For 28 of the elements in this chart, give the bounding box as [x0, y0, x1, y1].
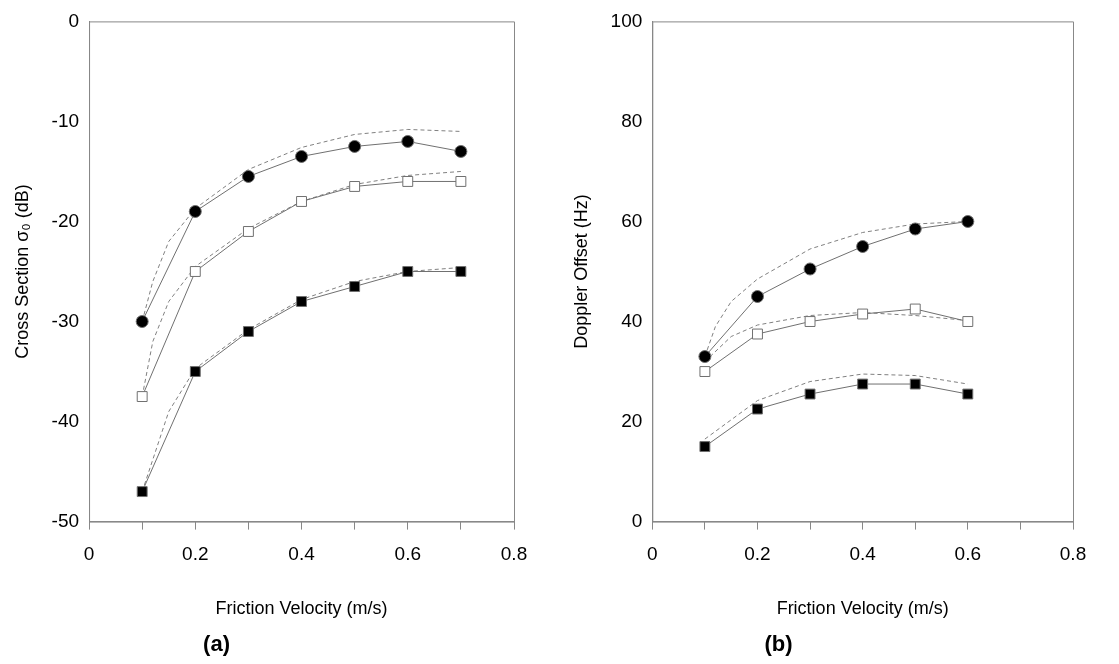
y-tick-label: -50: [51, 509, 80, 531]
y-tick-label: -10: [51, 109, 80, 131]
y-tick-label: -30: [51, 309, 80, 331]
x-tick-label: 0: [83, 543, 95, 565]
x-tick-label: 0: [647, 543, 658, 565]
y-tick-label: -40: [51, 409, 80, 431]
x-axis-title: Friction Velocity (m/s): [215, 598, 388, 619]
y-tick-label: 80: [621, 109, 643, 131]
y-tick-label: 20: [621, 409, 643, 431]
y-axis-title: Cross Section σ₀ (dB): [11, 184, 32, 359]
x-tick-label: 0.4: [849, 543, 877, 565]
x-tick-label: 0.6: [954, 543, 982, 565]
text: (b): [764, 631, 793, 657]
y-tick-label: 60: [621, 209, 643, 231]
x-tick-label: 0.8: [500, 543, 528, 565]
y-tick-label: -20: [51, 209, 80, 231]
y-axis-title: Doppler Offset (Hz): [570, 194, 591, 349]
x-tick-label: 0.8: [1059, 543, 1087, 565]
x-tick-label: 0.6: [394, 543, 421, 565]
y-tick-label: 40: [621, 309, 643, 331]
x-tick-label: 0.2: [744, 543, 771, 565]
y-tick-label: 100: [610, 9, 643, 31]
x-tick-label: 0.4: [288, 543, 316, 565]
y-tick-label: 0: [68, 9, 80, 31]
text: (a): [203, 631, 230, 657]
x-axis-title: Friction Velocity (m/s): [776, 598, 949, 619]
y-tick-label: 0: [631, 509, 643, 531]
x-tick-label: 0.2: [182, 543, 209, 565]
